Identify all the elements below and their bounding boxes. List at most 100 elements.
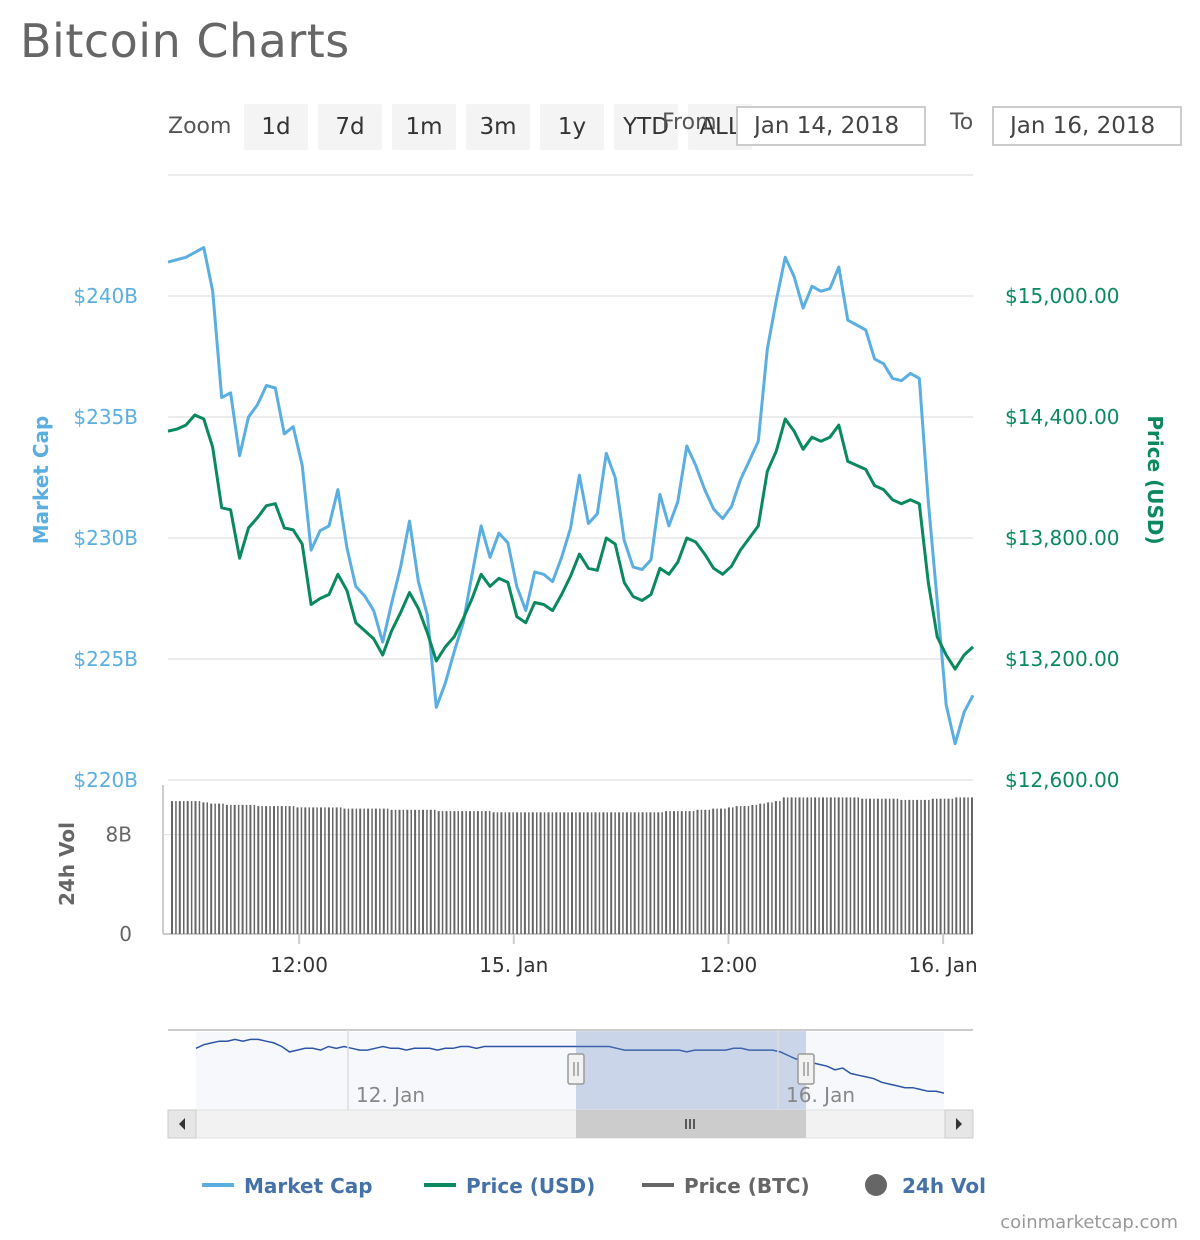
volume-bar [712,808,715,934]
market-cap-axis: $220B $225B $230B $235B $240B [73,284,138,792]
volume-bar [225,804,228,934]
volume-bar [359,808,362,934]
zoom-button-1m[interactable]: 1m [392,104,456,150]
volume-bar [190,801,193,934]
navigator-tick-label: 16. Jan [786,1083,855,1107]
navigator-scrollbar[interactable] [167,1109,974,1139]
volume-bar [669,811,671,934]
volume-tick-label: 0 [119,922,132,946]
volume-bar [696,809,699,934]
volume-bar [583,812,585,934]
volume-bar [755,804,758,934]
to-date-input[interactable] [992,106,1182,146]
volume-bar [625,812,628,934]
volume-bar [273,806,275,934]
zoom-button-3m[interactable]: 3m [466,104,530,150]
volume-bar [943,798,946,934]
volume-bar [936,798,938,934]
volume-bar [959,797,961,934]
volume-bar [837,797,840,934]
volume-bar [931,798,934,934]
legend-item[interactable]: Price (BTC) [642,1174,810,1198]
navigator-left-handle[interactable] [567,1053,585,1085]
zoom-button-7d[interactable]: 7d [318,104,382,150]
volume-bar [739,806,742,934]
volume-bar [508,812,511,934]
volume-bar [555,812,558,934]
volume-bar [171,801,173,934]
legend-label: Price (BTC) [684,1174,810,1198]
volume-bar [727,807,730,934]
volume-bar [618,812,621,934]
volume-bar [790,797,793,934]
volume-bar [461,811,464,934]
volume-bar [633,812,636,934]
volume-bar [469,811,471,934]
volume-bar [680,811,683,934]
volume-bar [912,799,914,934]
price-axis-title: Price (USD) [1143,415,1167,544]
volume-bar [429,809,432,934]
navigator-selection[interactable] [576,1031,806,1110]
legend-item[interactable]: 24h Vol [865,1174,986,1198]
volume-bar [641,812,644,934]
volume-bar [916,799,919,934]
volume-bar [473,811,475,934]
chevron-right-icon [956,1118,962,1130]
volume-bar [202,802,205,934]
scroll-right-button[interactable] [944,1109,974,1139]
x-tick-label: 12:00 [700,953,758,977]
volume-bar [724,808,726,934]
volume-bar [923,799,926,934]
volume-bar [559,812,561,934]
legend-item[interactable]: Price (USD) [424,1174,595,1198]
from-date-input[interactable] [736,106,926,146]
volume-bar [590,812,593,934]
volume-bar [688,811,691,934]
volume-bar [630,812,632,934]
volume-bar [720,808,722,934]
volume-bar [410,809,412,934]
volume-bar [845,797,848,934]
volume-bar [285,806,287,934]
price-tick-label: $12,600.00 [1005,768,1120,792]
volume-bar [677,811,679,934]
volume-bar [512,812,514,934]
navigator-right-handle[interactable] [797,1053,815,1085]
volume-bar [426,809,428,934]
price-series [167,246,975,746]
volume-bar [233,804,236,934]
volume-bar [504,812,507,934]
navigator[interactable]: 12. Jan 16. Jan [167,1029,974,1139]
volume-axis: 0 8B [106,823,132,946]
volume-bar [786,797,789,934]
navigator-line [195,1038,945,1094]
volume-bar [645,812,648,934]
volume-bar [716,808,718,934]
market-cap-tick-label: $240B [73,284,138,308]
chevron-left-icon [179,1118,185,1130]
volume-bar [743,806,746,934]
credit-text: coinmarketcap.com [1000,1212,1178,1233]
volume-bar [598,812,601,934]
volume-bar [759,803,762,934]
volume-bar [327,807,330,934]
volume-bar [476,811,479,934]
volume-bar [371,808,373,934]
volume-bar [523,812,526,934]
zoom-button-1d[interactable]: 1d [244,104,308,150]
scrollbar-thumb[interactable] [576,1110,806,1138]
volume-bar [547,812,550,934]
legend-item[interactable]: Market Cap [202,1174,373,1198]
volume-bar [586,812,589,934]
volume-bar [853,797,856,934]
zoom-label: Zoom [168,114,232,139]
zoom-button-1y[interactable]: 1y [540,104,604,150]
volume-bar [335,807,338,934]
legend: Market Cap Price (USD) Price (BTC) 24h Vol [202,1174,986,1198]
scroll-left-button[interactable] [167,1109,197,1139]
volume-bar [735,806,738,934]
volume-bar [849,797,852,934]
volume-bar [414,809,417,934]
zoom-button-ytd[interactable]: YTD [614,104,678,150]
